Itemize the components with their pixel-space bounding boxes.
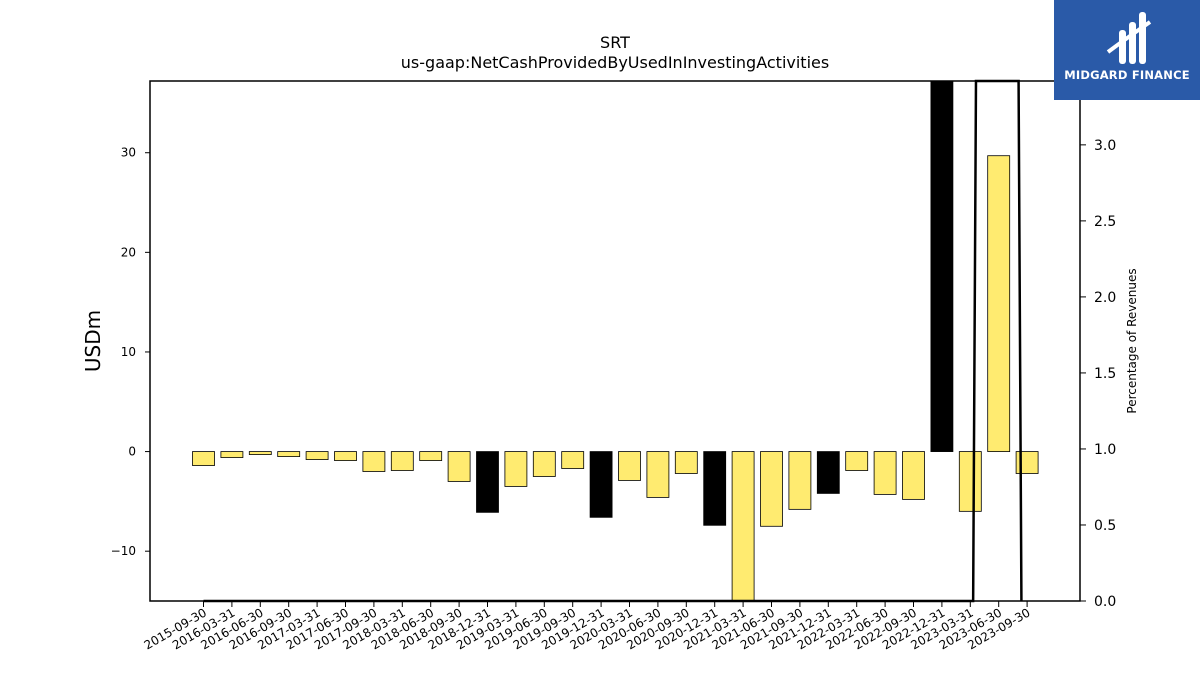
- bar: [220, 451, 244, 458]
- bar: [305, 451, 329, 460]
- plot-frame: [149, 80, 1081, 602]
- y-tick-label: 10: [121, 345, 136, 359]
- bar: [930, 80, 954, 452]
- bar: [362, 451, 386, 472]
- y2-tick-label: 1.0: [1094, 442, 1116, 458]
- bars: [192, 80, 1039, 602]
- bar: [419, 451, 443, 461]
- bar: [703, 451, 727, 526]
- bar: [902, 451, 925, 500]
- bar: [646, 451, 670, 498]
- bar: [561, 451, 585, 469]
- logo-text: MIDGARD FINANCE: [1064, 68, 1190, 82]
- y2-tick-label: 0.5: [1094, 518, 1116, 534]
- bar: [618, 451, 641, 481]
- midgard-mark-icon: [1106, 12, 1152, 64]
- chart-subtitle: us-gaap:NetCashProvidedByUsedInInvesting…: [401, 53, 829, 72]
- y-tick-label: 0: [128, 445, 136, 459]
- bar: [845, 451, 869, 471]
- bar: [504, 451, 528, 487]
- x-axis: 2015-09-302016-03-312016-06-302016-09-30…: [142, 601, 1033, 652]
- bar: [192, 451, 215, 466]
- bar: [760, 451, 783, 527]
- bar: [532, 451, 556, 477]
- bar: [589, 451, 613, 518]
- bar: [447, 451, 471, 482]
- midgard-finance-logo: MIDGARD FINANCE: [1054, 0, 1200, 100]
- bar: [958, 451, 982, 512]
- percentage-line: [203, 79, 1023, 603]
- bar: [731, 451, 755, 602]
- y-axis-label: USDm: [81, 310, 105, 372]
- y2-tick-label: 1.5: [1094, 366, 1116, 382]
- bar: [788, 451, 812, 510]
- y2-axis-label: Percentage of Revenues: [1125, 268, 1139, 413]
- percentage-line-layer: [203, 79, 1023, 603]
- y2-tick-label: 3.0: [1094, 138, 1116, 154]
- bar: [334, 451, 357, 461]
- bar: [277, 451, 301, 457]
- bar: [987, 155, 1011, 452]
- y2-tick-label: 0.0: [1094, 594, 1116, 610]
- bar: [873, 451, 897, 495]
- y2-tick-label: 2.5: [1094, 214, 1116, 230]
- bar: [248, 451, 272, 455]
- y-tick-label: 30: [121, 146, 136, 160]
- y2-axis: 0.0 0.5 1.0 1.5 2.0 2.5 3.0: [1080, 138, 1116, 610]
- bar: [476, 451, 499, 513]
- bar: [390, 451, 414, 471]
- y-axis: −10 0 10 20 30: [111, 146, 150, 558]
- chart-title: SRT: [600, 33, 630, 52]
- y-tick-label: −10: [111, 544, 136, 558]
- y2-tick-label: 2.0: [1094, 290, 1116, 306]
- bar: [674, 451, 698, 474]
- bar: [816, 451, 840, 494]
- y-tick-label: 20: [121, 245, 136, 259]
